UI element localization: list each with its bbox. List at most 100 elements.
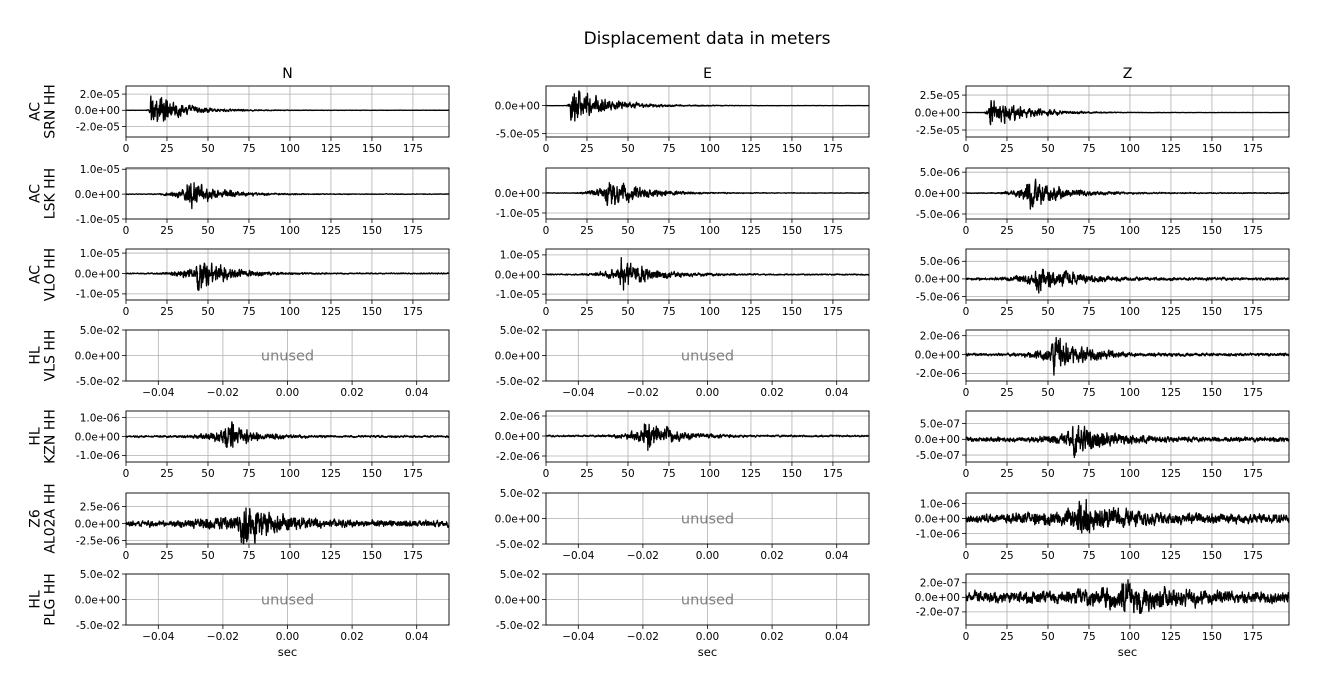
x-tick-label: 125	[1161, 143, 1181, 155]
y-tick-label: 0.0e+00	[915, 188, 960, 200]
x-tick-label: 175	[1243, 143, 1263, 155]
y-tick-label: -5.0e-02	[496, 376, 540, 388]
svg-text:ACSRN HH: ACSRN HH	[28, 84, 59, 139]
x-tick-label: 0.02	[760, 631, 783, 643]
x-axis-label: sec	[1118, 645, 1137, 659]
x-tick-label: 75	[1082, 225, 1095, 237]
x-tick-label: −0.04	[562, 550, 594, 562]
x-tick-label: 50	[201, 143, 214, 155]
panel-n-4: 0 25 50 75 100 125 150 175 1.0e-06 0.0e+00 -1.0e-0…	[75, 410, 450, 480]
x-tick-label: 75	[242, 306, 255, 318]
y-tick-label: 5.0e-02	[500, 569, 540, 581]
y-tick-label: 0.0e+00	[495, 269, 540, 281]
x-tick-label: 175	[1243, 550, 1263, 562]
panel-n-0: 0 25 50 75 100 125 150 175 2.0e-05 0.0e+00 -2.0e-0…	[75, 85, 450, 155]
x-tick-label: 75	[242, 143, 255, 155]
y-tick-label: 2.0e-06	[500, 411, 541, 423]
x-tick-label: 25	[160, 225, 173, 237]
axes-frame	[125, 248, 450, 301]
x-tick-label: 50	[621, 143, 634, 155]
x-tick-label: 125	[741, 306, 761, 318]
y-tick-label: -1.0e-05	[496, 289, 540, 301]
x-tick-label: 100	[700, 468, 720, 480]
panel-e-0: 0 25 50 75 100 125 150 175 0.0e+00 -5.0e-05	[495, 85, 870, 155]
y-tick-label: 2.0e-05	[80, 89, 120, 101]
svg-text:HLPLG HH: HLPLG HH	[28, 573, 59, 626]
column-title-z: Z	[1123, 66, 1133, 82]
station-label-6: HLPLG HH	[28, 573, 59, 626]
x-tick-label: 125	[1161, 306, 1181, 318]
y-tick-label: 5.0e-02	[80, 325, 120, 337]
x-tick-label: 0.02	[760, 387, 783, 399]
y-tick-label: 1.0e-05	[80, 248, 120, 260]
panel-n-1: 0 25 50 75 100 125 150 175 1.0e-05 0.0e+00 -1.0e-0…	[75, 164, 450, 237]
x-tick-label: 0	[123, 550, 130, 562]
x-tick-label: 125	[321, 468, 341, 480]
y-tick-label: 0.0e+00	[495, 431, 540, 443]
y-tick-label: 2.0e-06	[920, 330, 961, 342]
x-tick-label: 25	[580, 468, 593, 480]
x-tick-label: 125	[321, 143, 341, 155]
x-tick-label: 25	[160, 550, 173, 562]
trace-n-0	[125, 95, 450, 123]
x-tick-label: 125	[1161, 225, 1181, 237]
x-tick-label: 0	[123, 468, 130, 480]
x-tick-label: 0.04	[825, 387, 849, 399]
x-tick-label: 100	[280, 550, 300, 562]
x-tick-label: 75	[1082, 550, 1095, 562]
x-tick-label: 150	[362, 468, 382, 480]
trace-z-3	[965, 336, 1290, 376]
trace-z-0	[965, 99, 1290, 126]
trace-e-0	[545, 90, 870, 122]
y-tick-label: -1.0e-06	[916, 528, 960, 540]
y-tick-label: 1.0e-05	[80, 164, 120, 176]
y-tick-label: 0.0e+00	[495, 100, 540, 112]
trace-z-4	[965, 425, 1290, 459]
x-tick-label: 125	[1161, 468, 1181, 480]
panel-z-2: 0 25 50 75 100 125 150 175 5.0e-06 0.0e+00 -5.0e-0…	[915, 248, 1290, 318]
x-tick-label: 100	[280, 225, 300, 237]
x-tick-label: 150	[362, 306, 382, 318]
y-tick-label: -5.0e-02	[76, 376, 120, 388]
y-tick-label: -5.0e-02	[496, 539, 540, 551]
y-tick-label: -1.0e-05	[76, 289, 120, 301]
x-tick-label: 100	[700, 225, 720, 237]
x-axis-label: sec	[698, 645, 717, 659]
x-tick-label: 25	[160, 468, 173, 480]
svg-text:ACVLO HH: ACVLO HH	[28, 248, 59, 301]
panel-e-1: 0 25 50 75 100 125 150 175 0.0e+00 -1.0e-05	[495, 167, 870, 237]
y-tick-label: 0.0e+00	[915, 107, 960, 119]
y-tick-label: 0.0e+00	[915, 513, 960, 525]
x-tick-label: 0	[963, 631, 970, 643]
column-title-e: E	[703, 66, 712, 82]
y-tick-label: -5.0e-02	[76, 620, 120, 632]
x-tick-label: 75	[1082, 143, 1095, 155]
x-tick-label: 25	[580, 306, 593, 318]
panel-z-3: 0 25 50 75 100 125 150 175 2.0e-06 0.0e+00 -2.0e-0…	[915, 329, 1290, 399]
x-tick-label: 75	[242, 550, 255, 562]
x-tick-label: 125	[321, 550, 341, 562]
svg-text:Z6AL02A HH: Z6AL02A HH	[28, 483, 59, 553]
axes-frame	[965, 573, 1290, 626]
x-tick-label: 175	[1243, 225, 1263, 237]
x-tick-label: 50	[201, 306, 214, 318]
x-tick-label: 0	[963, 550, 970, 562]
x-tick-label: 150	[1202, 143, 1222, 155]
trace-z-6	[965, 579, 1290, 615]
panel-n-3: unused −0.04 −0.02 0.00 0.02 0.04 5.0e-02 0.0e+…	[75, 325, 450, 399]
panel-e-4: 0 25 50 75 100 125 150 175 2.0e-06 0.0e+00 -2.0e-0…	[495, 410, 870, 480]
x-tick-label: 75	[662, 143, 675, 155]
x-tick-label: 100	[1120, 631, 1140, 643]
figure-title: Displacement data in meters	[584, 29, 831, 49]
x-tick-label: 25	[1000, 143, 1013, 155]
unused-label: unused	[681, 593, 734, 609]
unused-label: unused	[261, 593, 314, 609]
trace-z-2	[965, 268, 1290, 294]
y-tick-label: 2.5e-05	[920, 90, 960, 102]
unused-label: unused	[681, 512, 734, 528]
y-tick-label: -2.0e-07	[916, 607, 960, 619]
x-tick-label: 100	[280, 306, 300, 318]
x-tick-label: 100	[1120, 143, 1140, 155]
y-tick-label: 2.5e-06	[80, 501, 121, 513]
